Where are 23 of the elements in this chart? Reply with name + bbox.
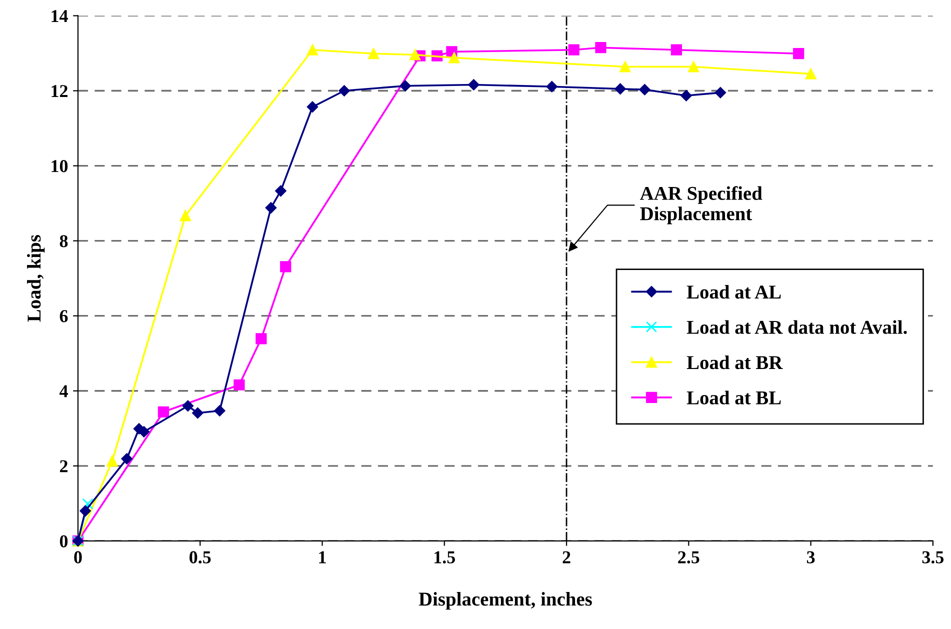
x-tick-label: 1.5 — [434, 551, 456, 564]
x-tick-label: 3.5 — [922, 551, 944, 564]
y-tick-label: 6 — [60, 310, 68, 322]
x-tick-label: 2 — [562, 551, 570, 564]
legend-label: Load at AL — [686, 284, 781, 299]
y-tick-label: 4 — [59, 385, 68, 398]
y-tick-label: 12 — [52, 85, 68, 98]
x-tick-label: 3 — [806, 551, 815, 564]
legend-label: Load at BR — [686, 355, 783, 370]
x-tick-label: 2.5 — [678, 551, 700, 564]
legend-label: Load at AR data not Avail. — [686, 320, 907, 334]
x-axis-title: Displacement, inches — [418, 592, 592, 610]
y-tick-label: 14 — [52, 10, 68, 22]
legend-label: Load at BL — [686, 390, 781, 404]
y-tick-label: 2 — [60, 460, 68, 472]
x-tick-label: 1 — [319, 551, 326, 564]
y-tick-label: 0 — [60, 535, 68, 548]
x-tick-label: 0 — [74, 551, 82, 564]
annotation: AAR Specified Displacement — [640, 186, 762, 224]
y-axis-title: Load, kips — [27, 235, 45, 322]
x-tick-label: 0.5 — [190, 551, 211, 564]
y-tick-label: 10 — [52, 160, 68, 172]
y-tick-label: 8 — [60, 235, 68, 248]
